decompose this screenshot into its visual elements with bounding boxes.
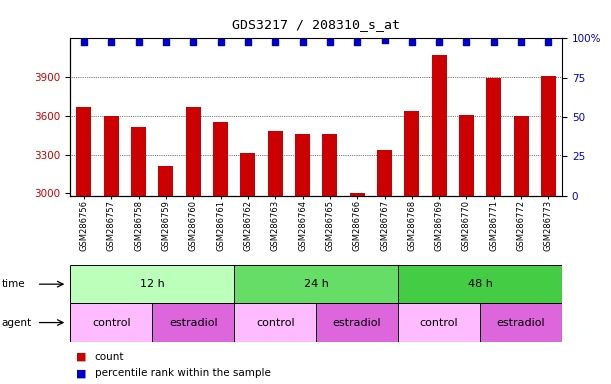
Text: control: control [92, 318, 131, 328]
Point [407, 38, 417, 45]
Point [434, 38, 444, 45]
Point [353, 38, 362, 45]
Bar [480, 303, 562, 342]
Bar [186, 108, 201, 196]
Bar [541, 76, 556, 196]
Bar [404, 111, 419, 196]
Bar [316, 303, 398, 342]
Point [379, 37, 389, 43]
Text: 24 h: 24 h [304, 279, 329, 289]
Text: ■: ■ [76, 368, 87, 379]
Text: percentile rank within the sample: percentile rank within the sample [95, 368, 271, 379]
Bar [431, 55, 447, 196]
Bar [234, 265, 398, 303]
Bar [70, 265, 234, 303]
Bar [76, 107, 92, 196]
Text: ■: ■ [76, 351, 87, 362]
Bar [240, 152, 255, 196]
Bar [514, 116, 529, 196]
Bar [349, 193, 365, 196]
Text: estradiol: estradiol [169, 318, 218, 328]
Bar [295, 134, 310, 196]
Bar [398, 265, 562, 303]
Point [298, 38, 307, 45]
Bar [398, 303, 480, 342]
Point [216, 38, 225, 45]
Text: 48 h: 48 h [467, 279, 492, 289]
Bar [323, 134, 337, 196]
Bar [268, 131, 283, 196]
Bar [459, 114, 474, 196]
Text: agent: agent [1, 318, 31, 328]
Text: estradiol: estradiol [497, 318, 546, 328]
Bar [152, 303, 234, 342]
Bar [158, 166, 174, 196]
Text: control: control [256, 318, 295, 328]
Bar [377, 150, 392, 196]
Point [270, 38, 280, 45]
Text: count: count [95, 351, 124, 362]
Bar [213, 122, 228, 196]
Point [489, 38, 499, 45]
Text: time: time [1, 279, 25, 289]
Point [516, 38, 526, 45]
Bar [131, 127, 146, 196]
Point [188, 38, 198, 45]
Text: estradiol: estradiol [333, 318, 381, 328]
Point [243, 38, 253, 45]
Bar [104, 116, 119, 196]
Bar [70, 303, 152, 342]
Point [544, 38, 554, 45]
Text: 12 h: 12 h [140, 279, 164, 289]
Point [161, 38, 171, 45]
Point [134, 38, 144, 45]
Bar [234, 303, 316, 342]
Bar [486, 78, 501, 196]
Point [461, 38, 471, 45]
Text: GDS3217 / 208310_s_at: GDS3217 / 208310_s_at [232, 18, 400, 31]
Point [106, 38, 116, 45]
Point [325, 38, 335, 45]
Point [79, 38, 89, 45]
Text: control: control [420, 318, 458, 328]
